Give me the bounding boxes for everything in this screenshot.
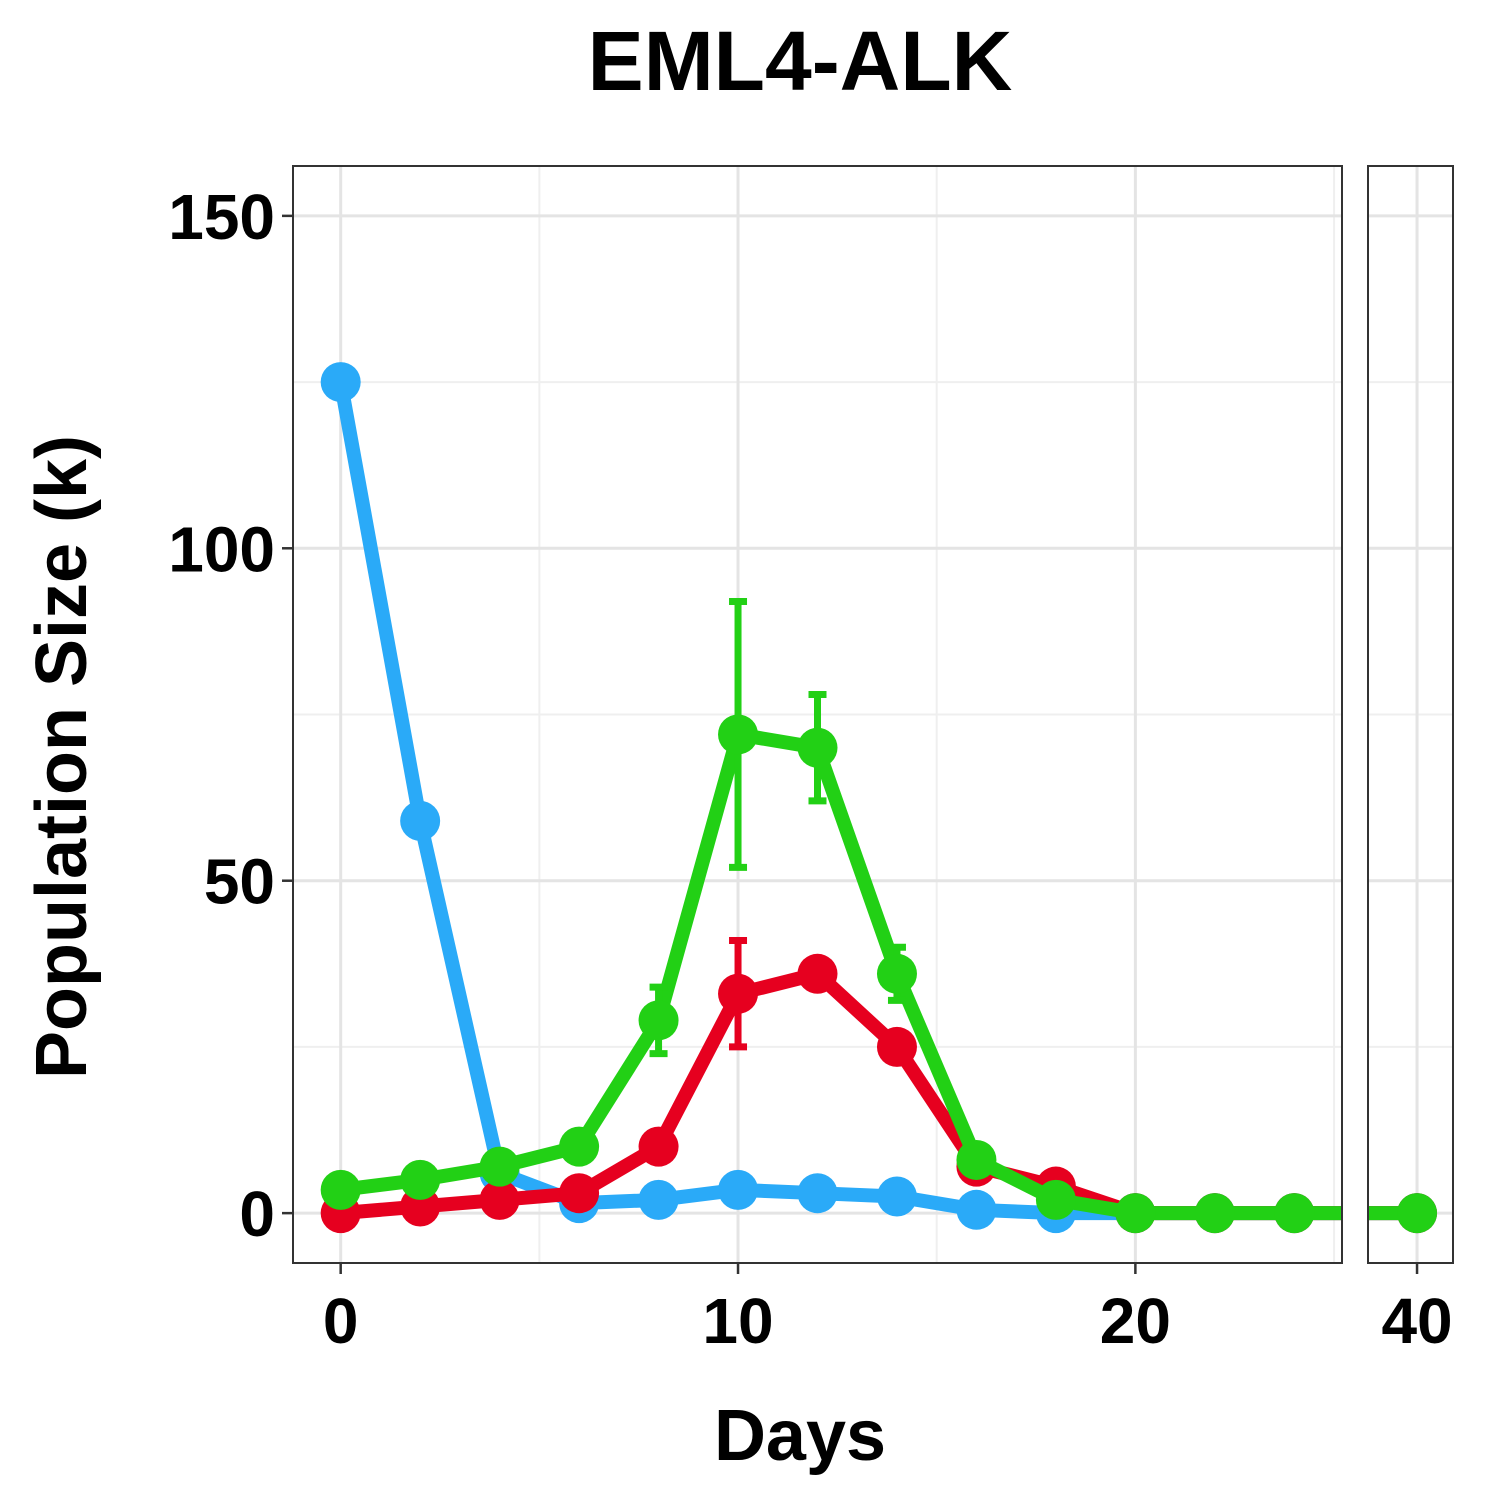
x-tick-label: 0: [323, 1285, 359, 1357]
data-point: [956, 1189, 997, 1230]
data-point: [638, 1126, 679, 1167]
y-tick-label: 150: [168, 181, 275, 253]
x-tick-label: 20: [1100, 1285, 1171, 1357]
axis-layer: 0 10 20 40 0 50 100 150: [168, 181, 1452, 1357]
data-point: [718, 1169, 759, 1210]
x-axis-title: Days: [714, 1396, 886, 1476]
panel-border-late: [1367, 165, 1454, 1264]
data-point: [479, 1146, 520, 1187]
series-2-panel-late: [1368, 1193, 1438, 1234]
series-2-panel-main: [320, 597, 1342, 1234]
series-layer: [320, 362, 1438, 1234]
data-point: [479, 1179, 520, 1220]
data-point: [797, 727, 838, 768]
data-point: [400, 800, 441, 841]
data-point: [1194, 1193, 1235, 1234]
data-point: [320, 1169, 361, 1210]
y-axis-title: Population Size (k): [22, 435, 102, 1079]
y-tick-label: 0: [239, 1178, 275, 1250]
chart-title: EML4-ALK: [588, 14, 1013, 108]
data-point: [1397, 1193, 1438, 1234]
border-layer: [292, 165, 1454, 1264]
data-point: [718, 973, 759, 1014]
data-point: [559, 1126, 600, 1167]
data-point: [1274, 1193, 1315, 1234]
y-tick-label: 100: [168, 513, 275, 585]
y-tick-label: 50: [204, 846, 275, 918]
data-point: [400, 1159, 441, 1200]
x-tick-label: 40: [1381, 1285, 1452, 1357]
data-point: [638, 1179, 679, 1220]
data-point: [876, 1176, 917, 1217]
data-point: [718, 714, 759, 755]
data-point: [559, 1173, 600, 1214]
data-point: [638, 1000, 679, 1041]
data-point: [1115, 1193, 1156, 1234]
data-point: [956, 1139, 997, 1180]
data-point: [1035, 1179, 1076, 1220]
data-point: [876, 953, 917, 994]
data-point: [320, 362, 361, 403]
grid-layer: [293, 166, 1453, 1263]
data-point: [797, 1173, 838, 1214]
data-point: [797, 953, 838, 994]
panel-border-main: [292, 165, 1343, 1264]
data-point: [876, 1026, 917, 1067]
x-tick-label: 10: [702, 1285, 773, 1357]
